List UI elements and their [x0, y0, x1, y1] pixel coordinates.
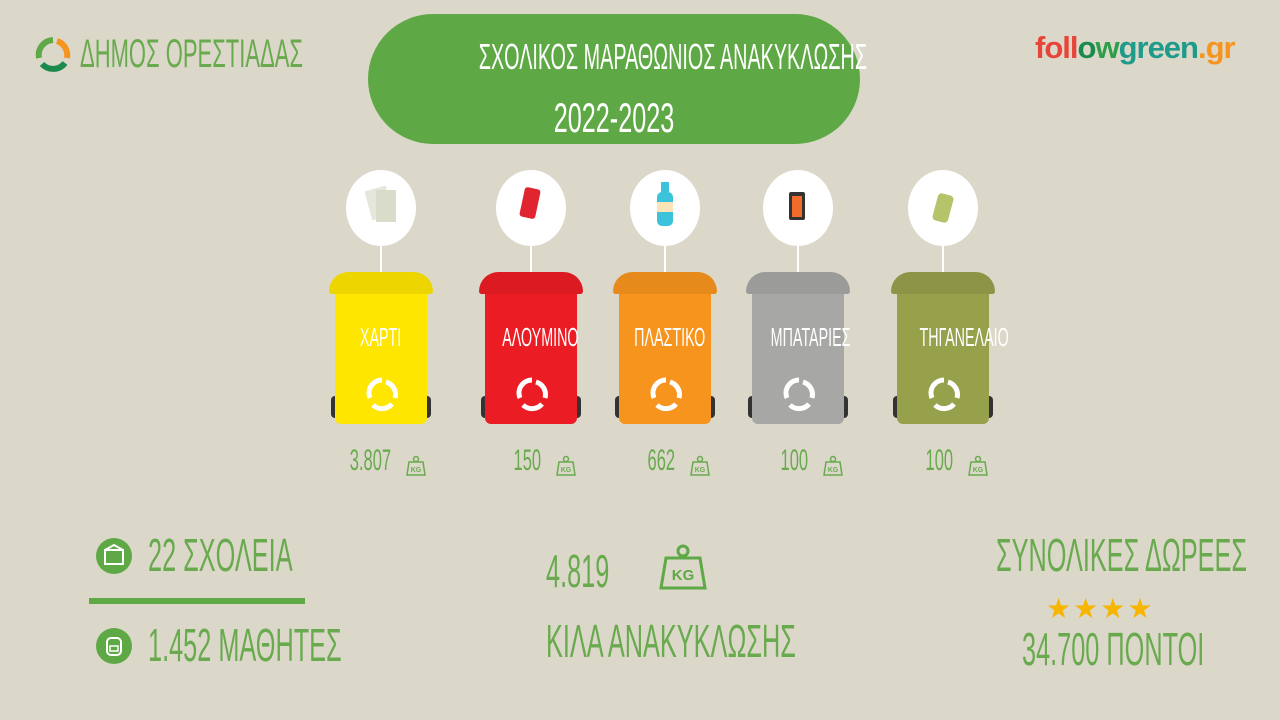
weight-kg-icon: KG	[556, 455, 576, 476]
logo-text-gr: .gr	[1197, 30, 1236, 65]
total-kg-label: ΚΙΛΑ ΑΝΑΚΥΚΛΩΣΗΣ	[546, 615, 796, 667]
bin-lid	[891, 272, 995, 294]
amount-value: 662	[647, 444, 675, 477]
municipality-logo: ΔΗΜΟΣ ΟΡΕΣΤΙΑΔΑΣ	[34, 32, 485, 77]
weight-kg-icon: KG	[659, 544, 707, 590]
can-icon	[519, 187, 541, 219]
bin-label: ΤΗΓΑΝΕΛΑΙΟ	[919, 322, 1009, 352]
bin-body	[752, 290, 844, 424]
title-line-2: 2022-2023	[553, 94, 675, 141]
students-count: 1.452 ΜΑΘΗΤΕΣ	[148, 619, 342, 671]
total-kg: 4.819	[546, 545, 610, 597]
bubble-stem	[530, 244, 532, 274]
amount-value: 100	[780, 444, 808, 477]
svg-text:KG: KG	[672, 567, 695, 584]
bin-body	[619, 290, 711, 424]
recycle-icon	[650, 377, 682, 412]
bin-bubble	[908, 170, 978, 246]
wheel	[707, 396, 715, 418]
rating-stars: ★ ★ ★ ★	[1046, 592, 1152, 625]
bin-body	[897, 290, 989, 424]
svg-text:KG: KG	[561, 467, 572, 474]
svg-text:KG: KG	[411, 467, 422, 474]
bin-label: ΠΛΑΣΤΙΚΟ	[634, 322, 706, 352]
battery-icon	[789, 192, 805, 220]
svg-text:KG: KG	[828, 467, 839, 474]
amount-value: 150	[513, 444, 541, 477]
star-icon: ★	[1073, 593, 1099, 624]
donations-title: ΣΥΝΟΛΙΚΕΣ ΔΩΡΕΕΣ	[996, 529, 1248, 581]
bin-bubble	[346, 170, 416, 246]
weight-kg-icon: KG	[406, 455, 426, 476]
bin-bubble	[496, 170, 566, 246]
schools-count: 22 ΣΧΟΛΕΙΑ	[148, 529, 293, 581]
svg-text:KG: KG	[973, 467, 984, 474]
recycling-bin: ΜΠΑΤΑΡΙΕΣ	[746, 272, 850, 424]
wheel	[423, 396, 431, 418]
wheel	[985, 396, 993, 418]
recycling-bin: ΑΛΟΥΜΙΝΟ	[479, 272, 583, 424]
bin-lid	[746, 272, 850, 294]
bin-bubble	[630, 170, 700, 246]
recycle-icon	[928, 377, 960, 412]
bin-amount: 100	[873, 444, 953, 478]
title-line-1: ΣΧΟΛΙΚΟΣ ΜΑΡΑΘΩΝΙΟΣ ΑΝΑΚΥΚΛΩΣΗΣ	[478, 36, 868, 77]
bin-label: ΜΠΑΤΑΡΙΕΣ	[770, 322, 851, 352]
weight-kg-icon: KG	[968, 455, 988, 476]
amount-value: 3.807	[349, 444, 391, 477]
bin-amount: 150	[461, 444, 541, 478]
bin-lid	[479, 272, 583, 294]
wheel	[573, 396, 581, 418]
weight-kg-icon: KG	[690, 455, 710, 476]
title-banner: ΣΧΟΛΙΚΟΣ ΜΑΡΑΘΩΝΙΟΣ ΑΝΑΚΥΚΛΩΣΗΣ 2022-202…	[368, 14, 868, 144]
bin-amount: 662	[595, 444, 675, 478]
bin-label: ΧΑΡΤΙ	[360, 322, 402, 352]
logo-text-follow: foll	[1035, 30, 1078, 65]
divider	[89, 598, 305, 604]
paper-icon	[364, 185, 396, 222]
logo-text-w: w	[1095, 30, 1119, 65]
logo-text-green: green	[1118, 30, 1199, 65]
recycle-icon	[366, 377, 398, 412]
svg-text:KG: KG	[695, 467, 706, 474]
bubble-stem	[380, 244, 382, 274]
bubble-stem	[797, 244, 799, 274]
recycle-icon	[516, 377, 548, 412]
backpack-icon	[96, 628, 132, 664]
recycle-logo-icon	[35, 36, 71, 72]
followgreen-logo: followgreen.gr	[1035, 30, 1236, 66]
bin-lid	[329, 272, 433, 294]
bottle-icon	[657, 182, 673, 226]
recycle-icon	[783, 377, 815, 412]
points-total: 34.700 ΠΟΝΤΟΙ	[1022, 623, 1205, 675]
bubble-stem	[664, 244, 666, 274]
recycling-bin: ΧΑΡΤΙ	[329, 272, 433, 424]
bin-body	[485, 290, 577, 424]
wheel	[840, 396, 848, 418]
school-icon	[96, 538, 132, 574]
municipality-name: ΔΗΜΟΣ ΟΡΕΣΤΙΑΔΑΣ	[80, 32, 303, 76]
bin-body	[335, 290, 427, 424]
bubble-stem	[942, 244, 944, 274]
star-icon: ★	[1127, 593, 1153, 624]
recycling-bin: ΤΗΓΑΝΕΛΑΙΟ	[891, 272, 1009, 424]
star-icon: ★	[1046, 593, 1072, 624]
bin-lid	[613, 272, 717, 294]
recycling-bin: ΠΛΑΣΤΙΚΟ	[613, 272, 717, 424]
bin-amount: 100	[728, 444, 808, 478]
oil-bottle-icon	[932, 193, 954, 223]
amount-value: 100	[925, 444, 953, 477]
logo-text-o: o	[1077, 30, 1097, 65]
star-icon: ★	[1100, 593, 1126, 624]
bin-amount: 3.807	[311, 444, 391, 478]
weight-kg-icon: KG	[823, 455, 843, 476]
bin-label: ΑΛΟΥΜΙΝΟ	[502, 322, 579, 352]
bin-bubble	[763, 170, 833, 246]
